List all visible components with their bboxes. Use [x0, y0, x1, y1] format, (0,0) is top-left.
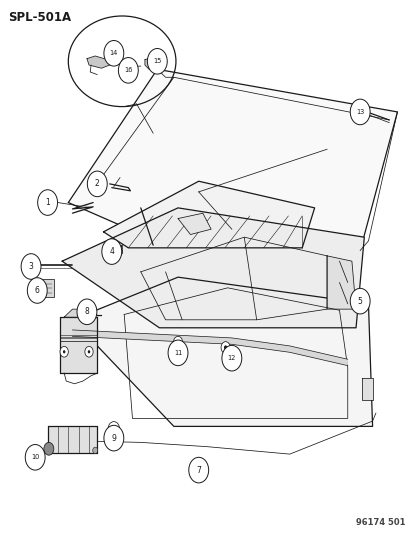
- Text: 6: 6: [35, 286, 40, 295]
- FancyBboxPatch shape: [31, 279, 54, 297]
- Circle shape: [188, 457, 208, 483]
- Text: 16: 16: [124, 67, 132, 74]
- Circle shape: [176, 340, 179, 344]
- Polygon shape: [68, 69, 396, 251]
- Text: 10: 10: [31, 454, 39, 461]
- Circle shape: [44, 442, 54, 455]
- Circle shape: [21, 254, 41, 279]
- Circle shape: [147, 49, 167, 74]
- Text: 4: 4: [109, 247, 114, 256]
- Circle shape: [93, 447, 97, 454]
- Polygon shape: [145, 56, 160, 69]
- Text: 8: 8: [84, 308, 89, 316]
- Polygon shape: [72, 277, 372, 426]
- Circle shape: [87, 171, 107, 197]
- Polygon shape: [87, 56, 109, 68]
- Circle shape: [349, 288, 369, 314]
- Circle shape: [88, 350, 90, 353]
- Circle shape: [119, 69, 126, 78]
- Polygon shape: [103, 181, 314, 248]
- Text: 5: 5: [357, 297, 362, 305]
- Text: 3: 3: [28, 262, 33, 271]
- Circle shape: [77, 299, 97, 325]
- Circle shape: [108, 422, 119, 437]
- Text: 14: 14: [109, 50, 118, 56]
- Polygon shape: [326, 256, 355, 309]
- Text: 13: 13: [355, 109, 363, 115]
- Text: 2: 2: [95, 180, 100, 188]
- Circle shape: [112, 426, 116, 432]
- Circle shape: [115, 248, 122, 256]
- Circle shape: [221, 342, 230, 353]
- Circle shape: [104, 425, 123, 451]
- Circle shape: [173, 336, 182, 348]
- Polygon shape: [47, 426, 97, 453]
- Polygon shape: [64, 309, 93, 317]
- Text: 15: 15: [153, 58, 161, 64]
- Circle shape: [349, 99, 369, 125]
- Polygon shape: [62, 208, 363, 328]
- Text: 12: 12: [227, 355, 235, 361]
- Circle shape: [221, 345, 241, 371]
- Circle shape: [25, 445, 45, 470]
- Text: 7: 7: [196, 466, 201, 474]
- Circle shape: [104, 41, 123, 66]
- Circle shape: [38, 190, 57, 215]
- Polygon shape: [178, 213, 211, 235]
- Circle shape: [118, 58, 138, 83]
- Circle shape: [102, 239, 121, 264]
- Polygon shape: [361, 378, 372, 400]
- Circle shape: [85, 346, 93, 357]
- Circle shape: [168, 340, 188, 366]
- Polygon shape: [72, 203, 93, 213]
- Text: SPL-501A: SPL-501A: [8, 11, 71, 23]
- Circle shape: [60, 346, 68, 357]
- Circle shape: [63, 350, 65, 353]
- Text: 9: 9: [111, 434, 116, 442]
- Text: 96174 501: 96174 501: [355, 518, 405, 527]
- Polygon shape: [60, 317, 97, 373]
- Text: 1: 1: [45, 198, 50, 207]
- Polygon shape: [72, 330, 347, 366]
- Circle shape: [27, 278, 47, 303]
- Text: 11: 11: [173, 350, 182, 356]
- Circle shape: [223, 345, 227, 350]
